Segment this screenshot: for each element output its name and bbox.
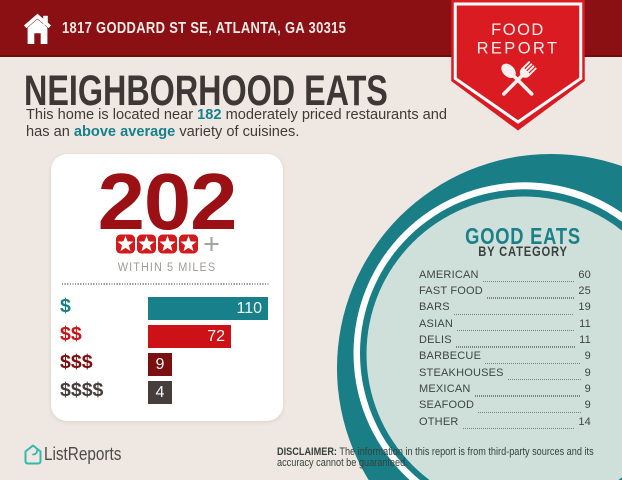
svg-text:FOOD: FOOD bbox=[491, 21, 545, 39]
svg-text:REPORT: REPORT bbox=[477, 40, 560, 58]
